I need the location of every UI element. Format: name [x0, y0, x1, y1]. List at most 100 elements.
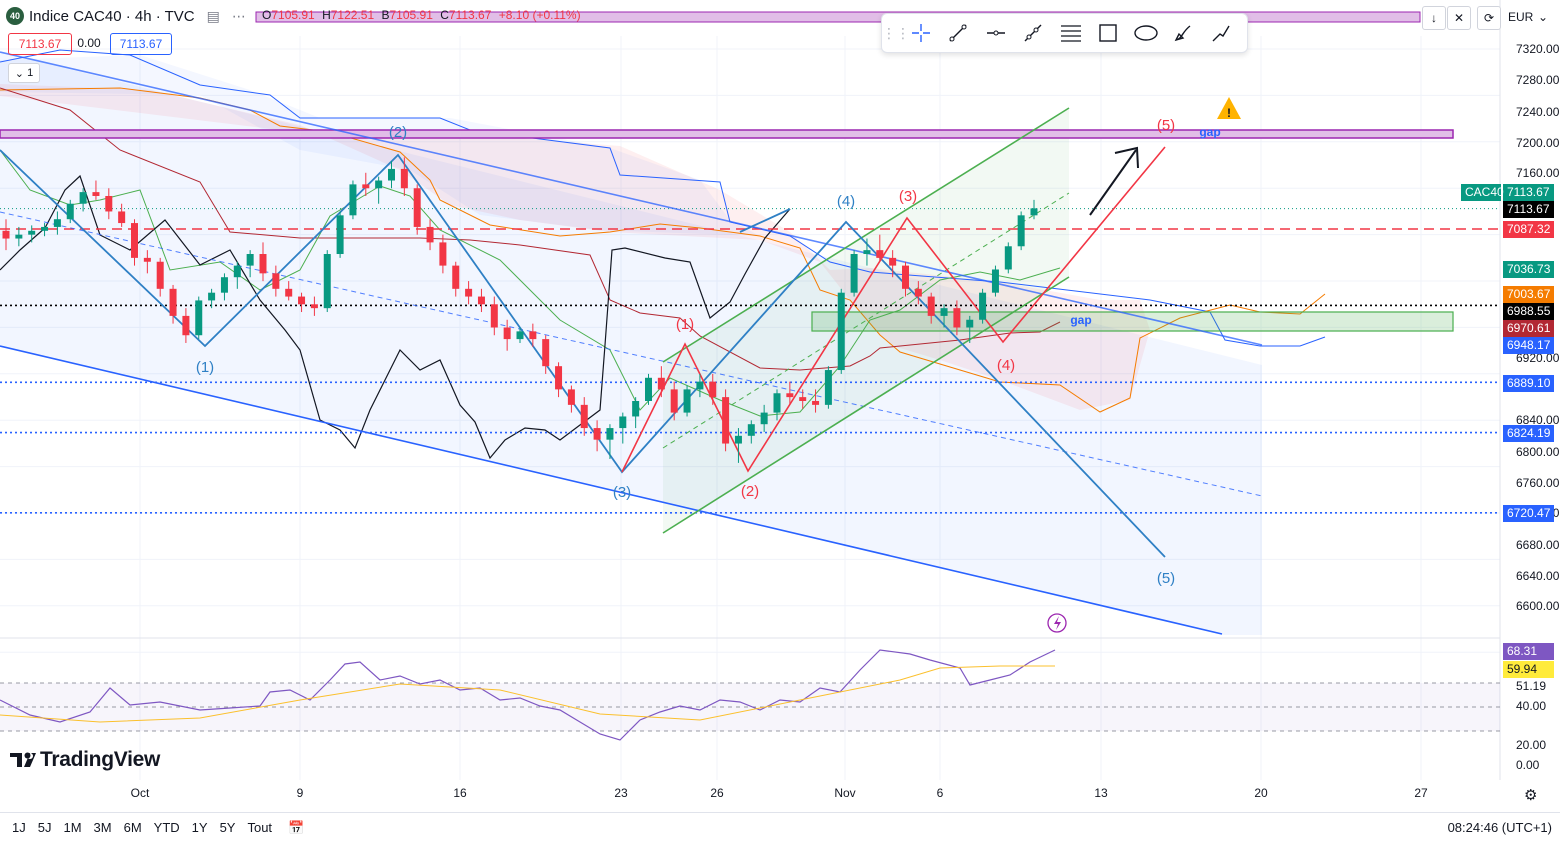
price-tag: 7113.67 [1503, 201, 1554, 218]
eye-icon[interactable]: ▤ [206, 7, 220, 24]
candle-body [953, 308, 961, 328]
path-icon[interactable] [1202, 14, 1240, 52]
candle-body [1017, 215, 1025, 247]
range-button-6m[interactable]: 6M [123, 820, 142, 835]
candle-body [220, 277, 228, 293]
price-tick-label: 7280.00 [1516, 73, 1560, 87]
candle-body [1030, 208, 1038, 216]
price-tag: 7087.32 [1503, 221, 1554, 238]
more-icon[interactable]: ⋯ [231, 7, 246, 24]
scroll-down-icon[interactable]: ↓ [1422, 6, 1446, 30]
sell-price-box[interactable]: 7113.67 [8, 33, 72, 55]
ichimoku-span-a [0, 49, 1326, 347]
blue-wave-extension [739, 208, 791, 233]
candle-body [657, 377, 665, 390]
refresh-icon[interactable]: ⟳ [1477, 6, 1501, 30]
candle-body [606, 428, 614, 440]
candles-layer [2, 157, 1038, 463]
settings-gear-icon[interactable]: ⚙ [1524, 787, 1538, 804]
candle-body [490, 304, 498, 328]
candle-body [837, 292, 845, 371]
time-tick-label: 20 [1254, 786, 1268, 800]
time-tick-label: 6 [936, 786, 944, 800]
candle-body [362, 184, 370, 189]
crosshair-icon[interactable] [902, 14, 940, 52]
price-tag: 6720.47 [1503, 505, 1554, 522]
blue-wave-label: (3) [613, 484, 631, 501]
candle-body [310, 304, 318, 309]
ellipse-icon[interactable] [1127, 14, 1165, 52]
drag-handle-icon[interactable]: ⋮⋮ [882, 24, 910, 41]
red-wave-label: (3) [899, 188, 917, 205]
price-tick-label: 6760.00 [1516, 476, 1560, 490]
rsi-tick-label: 40.00 [1516, 699, 1547, 713]
candle-body [696, 381, 704, 390]
brush-icon[interactable] [1165, 14, 1203, 52]
tradingview-mark-icon [10, 752, 36, 767]
candle-body [747, 424, 755, 436]
trend-line-icon[interactable] [940, 14, 978, 52]
rsi-value-tag: 68.31 [1503, 643, 1554, 660]
candle-body [439, 242, 447, 266]
candle-body [709, 381, 717, 398]
candle-body [143, 257, 151, 262]
symbol-title[interactable]: Indice CAC40 · 4h · TVC [29, 7, 195, 25]
price-tick-label: 7320.00 [1516, 42, 1560, 56]
range-button-1j[interactable]: 1J [12, 820, 26, 835]
buy-price-box[interactable]: 7113.67 [110, 33, 172, 55]
rsi-ma-line [0, 665, 1055, 723]
candle-body [722, 397, 730, 444]
channel-lower-line [0, 345, 1223, 635]
candle-body [156, 261, 164, 289]
close-icon[interactable]: ✕ [1447, 6, 1471, 30]
range-button-3m[interactable]: 3M [93, 820, 112, 835]
ray-icon[interactable] [1015, 14, 1053, 52]
candle-body [259, 254, 267, 274]
candle-body [15, 234, 23, 239]
candle-body [233, 265, 241, 278]
date-range-calendar-icon[interactable]: 📅 [288, 819, 305, 835]
rsi-tick-label: 0.00 [1516, 758, 1540, 772]
red-wave-label: (1) [676, 316, 694, 333]
price-tick-label: 7200.00 [1516, 136, 1560, 150]
time-tick-label: 27 [1414, 786, 1428, 800]
parallel-channel-icon[interactable] [1052, 14, 1090, 52]
candle-body [580, 404, 588, 429]
range-button-ytd[interactable]: YTD [153, 820, 180, 835]
candle-body [92, 192, 100, 196]
range-button-1y[interactable]: 1Y [191, 820, 208, 835]
candle-body [208, 292, 216, 301]
candle-body [1004, 246, 1012, 270]
gap-label: gap [1070, 313, 1091, 327]
candle-body [863, 250, 871, 255]
price-tick-label: 6920.00 [1516, 351, 1560, 365]
price-tick-label: 6600.00 [1516, 599, 1560, 613]
candle-body [195, 300, 203, 336]
range-button-5y[interactable]: 5Y [219, 820, 236, 835]
currency-select[interactable]: EUR ⌄ [1508, 10, 1548, 24]
range-button-5j[interactable]: 5J [37, 820, 52, 835]
time-tick-label: 23 [614, 786, 628, 800]
indicator-collapse-button[interactable]: ⌄ 1 [8, 63, 40, 83]
horizontal-line-icon[interactable] [977, 14, 1015, 52]
candle-body [876, 250, 884, 258]
candle-body [66, 203, 74, 220]
rsi-pane [0, 649, 1500, 741]
tradingview-logo: TradingView [10, 748, 160, 772]
spread-value: 0.00 [77, 36, 101, 50]
candle-body [966, 319, 974, 328]
price-tag: 6970.61 [1503, 320, 1554, 337]
range-button-tout[interactable]: Tout [247, 820, 273, 835]
candle-body [824, 370, 832, 405]
blue-wave-label: (1) [196, 359, 214, 376]
rectangle-icon[interactable] [1090, 14, 1128, 52]
candle-body [799, 397, 807, 401]
candle-body [927, 296, 935, 316]
candle-body [182, 315, 190, 336]
price-tag: 7003.67 [1503, 286, 1554, 303]
price-tick-label: 6680.00 [1516, 538, 1560, 552]
price-tag: 6824.19 [1503, 425, 1554, 442]
price-tick-label: 6640.00 [1516, 569, 1560, 583]
range-button-1m[interactable]: 1M [63, 820, 82, 835]
